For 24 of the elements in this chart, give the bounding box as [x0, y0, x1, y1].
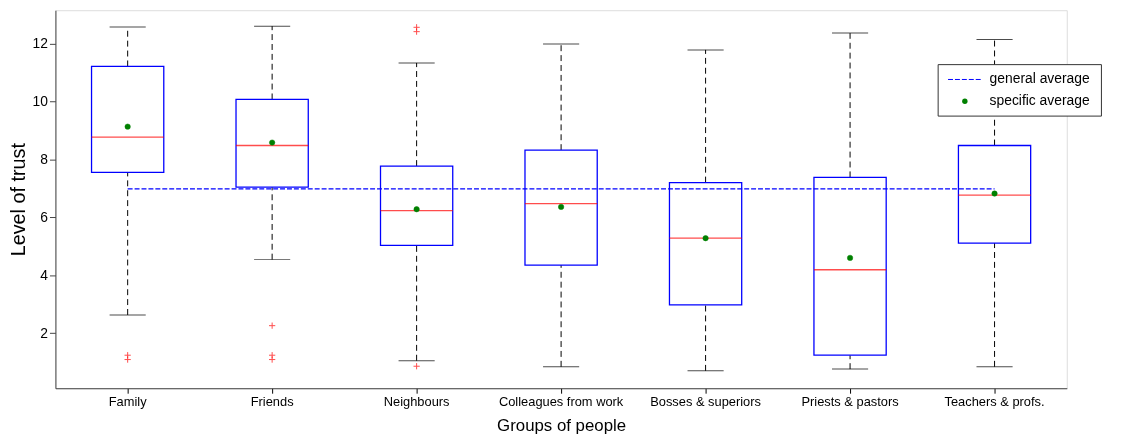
point [558, 203, 565, 210]
y-axis-title: Level of trust [6, 142, 29, 257]
y-tick-label: 2 [40, 324, 48, 341]
x-tick-label: Family [108, 393, 148, 409]
x-tick-label: Teachers & profs. [944, 393, 1045, 409]
legend-label: general average [989, 70, 1090, 87]
x-tick-label: Bosses & superiors [650, 393, 761, 409]
x-tick-label: Neighbours [383, 393, 450, 409]
x-tick-label: Friends [250, 393, 294, 409]
y-tick-label: 4 [40, 266, 49, 283]
text: specific average [989, 92, 1090, 109]
y-tick-label: 8 [40, 150, 49, 167]
y-tick-label: 12 [32, 34, 48, 51]
point [847, 254, 854, 261]
x-tick-label: Colleagues from work [498, 393, 624, 409]
point [124, 123, 131, 130]
point [413, 206, 420, 213]
x-tick-label: Priests & pastors [801, 393, 899, 409]
point [269, 139, 276, 146]
x-axis-title: Groups of people [497, 416, 627, 436]
y-tick-label: 6 [40, 208, 49, 225]
y-tick-label: 10 [32, 92, 49, 109]
point [702, 235, 709, 242]
point [991, 190, 998, 197]
